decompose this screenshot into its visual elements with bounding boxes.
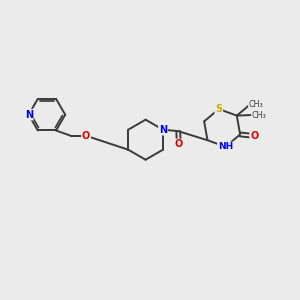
- Text: N: N: [25, 110, 33, 120]
- Text: O: O: [82, 131, 90, 141]
- Text: O: O: [175, 140, 183, 149]
- Text: S: S: [215, 104, 222, 114]
- Text: N: N: [159, 125, 167, 135]
- Text: CH₃: CH₃: [249, 100, 263, 109]
- Text: O: O: [250, 131, 258, 141]
- Text: CH₃: CH₃: [251, 110, 266, 119]
- Text: NH: NH: [218, 142, 233, 151]
